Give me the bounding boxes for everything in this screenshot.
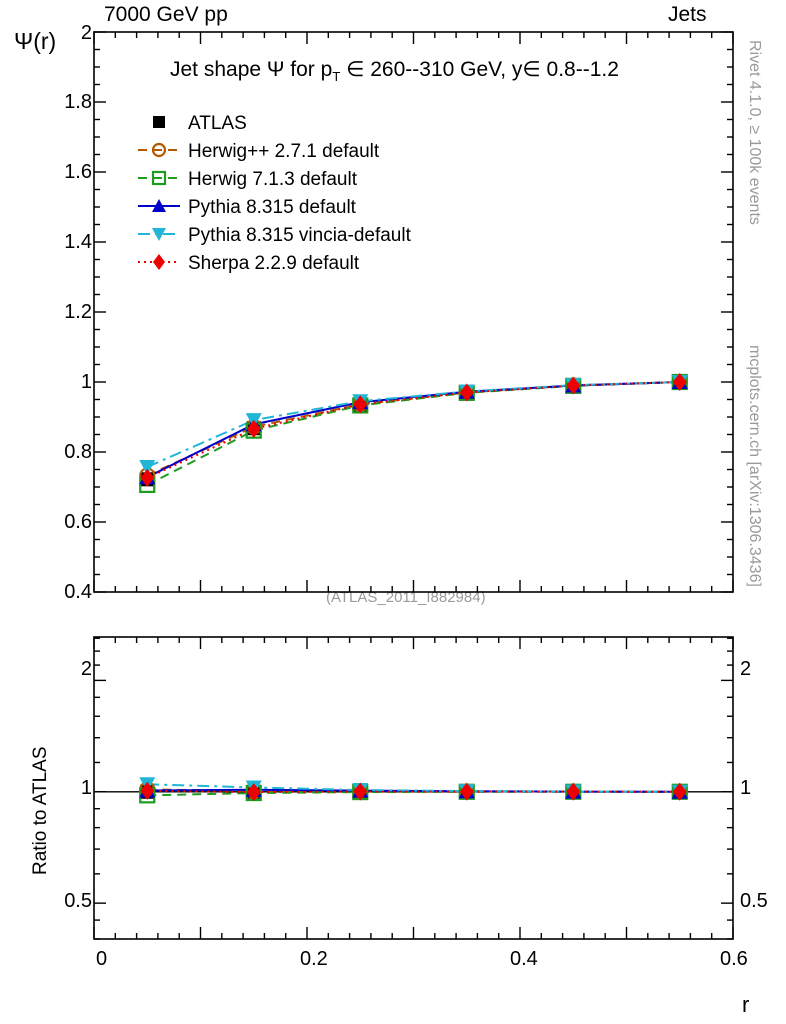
main-y-axis-label: Ψ(r) xyxy=(14,28,57,54)
main-ytick-7: 1.8 xyxy=(64,91,92,113)
data-point-marker xyxy=(672,782,687,801)
data-point-marker xyxy=(566,782,581,801)
data-point-marker xyxy=(246,419,261,438)
main-ytick-2: 0.8 xyxy=(64,441,92,463)
header-left-label: 7000 GeV pp xyxy=(104,3,228,26)
main-panel-frame xyxy=(93,31,734,593)
main-ytick-0: 0.4 xyxy=(64,581,92,603)
legend-label-0: ATLAS xyxy=(188,113,247,134)
data-point-marker xyxy=(151,170,167,186)
main-panel-title: Jet shape Ψ for pT ∈ 260--310 GeV, y∈ 0.… xyxy=(170,57,619,84)
data-point-marker xyxy=(459,782,474,801)
xtick-3: 0.6 xyxy=(720,948,748,970)
data-point-marker xyxy=(566,376,581,395)
ratio-ytick-left-2: 2 xyxy=(80,658,92,680)
legend-label-1: Herwig++ 2.7.1 default xyxy=(188,141,380,162)
analysis-watermark: (ATLAS_2011_I882984) xyxy=(326,589,486,606)
legend-label-4: Pythia 8.315 vincia-default xyxy=(188,225,411,246)
title-part-1: Jet shape Ψ for p xyxy=(170,58,333,81)
legend-label-5: Sherpa 2.2.9 default xyxy=(188,253,360,274)
data-point-marker xyxy=(459,383,474,402)
data-point-marker xyxy=(140,468,155,487)
xtick-2: 0.4 xyxy=(510,948,538,970)
data-point-marker xyxy=(672,373,687,391)
header-right-label: Jets xyxy=(668,3,707,26)
main-ytick-3: 1 xyxy=(80,371,92,393)
main-ytick-8: 2 xyxy=(80,22,92,44)
xtick-0: 0 xyxy=(96,948,108,970)
data-point-marker xyxy=(139,460,156,476)
data-point-marker xyxy=(140,781,155,800)
series-line xyxy=(146,381,680,479)
ratio-ytick-right-0: 0.5 xyxy=(740,890,768,912)
ratio-ytick-left-0: 0.5 xyxy=(64,890,92,912)
data-point-marker xyxy=(151,142,167,158)
data-point-marker xyxy=(353,782,368,801)
title-part-2: ∈ 260--310 GeV, y∈ 0.8--1.2 xyxy=(346,58,619,81)
ratio-panel-frame xyxy=(93,636,734,940)
ratio-ytick-right-2: 2 xyxy=(740,658,752,680)
ratio-series-line xyxy=(147,783,680,793)
main-ytick-6: 1.6 xyxy=(64,161,92,183)
data-point-marker xyxy=(152,199,166,212)
data-point-marker xyxy=(153,254,165,270)
legend-label-3: Pythia 8.315 default xyxy=(188,197,356,218)
data-point-marker xyxy=(152,228,166,241)
legend-label-2: Herwig 7.1.3 default xyxy=(188,169,357,190)
title-subscript: T xyxy=(332,69,341,85)
ratio-ytick-right-1: 1 xyxy=(740,777,752,799)
x-axis-label: r xyxy=(742,992,750,1017)
series-line xyxy=(146,381,680,468)
main-ytick-1: 0.6 xyxy=(64,511,92,533)
xtick-1: 0.2 xyxy=(300,948,328,970)
data-point-marker xyxy=(153,116,165,128)
main-ytick-4: 1.2 xyxy=(64,301,92,323)
ratio-ytick-left-1: 1 xyxy=(80,777,92,799)
main-ytick-5: 1.4 xyxy=(64,231,92,253)
data-point-marker xyxy=(353,395,368,414)
data-point-marker xyxy=(246,783,261,802)
